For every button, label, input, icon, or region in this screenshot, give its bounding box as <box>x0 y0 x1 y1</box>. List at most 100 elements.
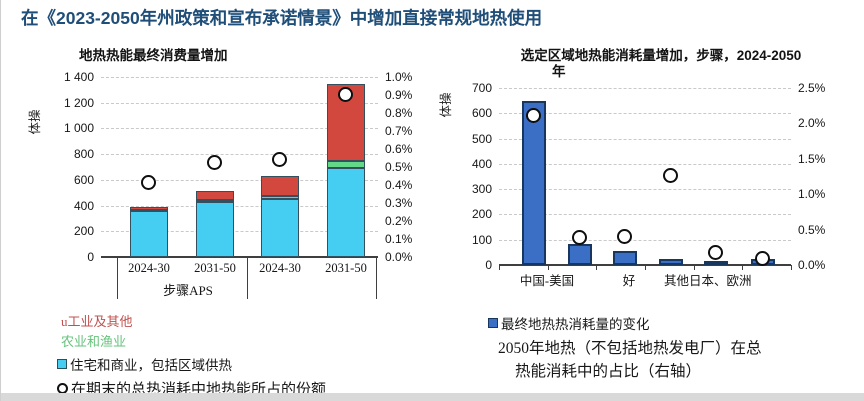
right-axis-tick-label: 0.8% <box>385 106 413 120</box>
legend-bullet-industry: u <box>61 314 68 329</box>
right-axis-tick-label: 1.5% <box>798 151 826 166</box>
left-axis-tick-label: 200 <box>471 207 492 222</box>
right-axis-tick-label: 1.0% <box>385 70 413 84</box>
left-axis-tick-label: 800 <box>73 147 94 162</box>
legend-label-final-consumption: 最终地热热消耗量的变化 <box>501 317 650 332</box>
legend-item-residential: 住宅和商业，包括区域供热 <box>57 354 326 374</box>
share-scatter-marker <box>663 167 678 183</box>
right-axis-tick-label: 0.3% <box>385 196 413 210</box>
gridline <box>499 113 791 115</box>
gridline <box>499 214 791 216</box>
category-label: 2031-50 <box>194 261 236 275</box>
bar-segment <box>261 195 299 200</box>
share-scatter-marker <box>572 230 587 246</box>
bar <box>613 251 637 265</box>
group-separator <box>376 257 377 299</box>
share-scatter-marker <box>207 155 222 171</box>
x-axis-tick <box>645 265 646 270</box>
left-axis-tick-label: 200 <box>73 224 94 239</box>
left-axis-tick-label: 600 <box>73 172 94 187</box>
left-axis-tick-label: 1 400 <box>63 70 94 84</box>
left-axis-tick-label: 100 <box>471 232 492 247</box>
bar <box>704 261 728 265</box>
bottom-gray-strip <box>1 393 864 401</box>
bar <box>522 100 546 265</box>
page-title: 在《2023-2050年州政策和宣布承诺情景》中增加直接常规地热使用 <box>21 8 543 28</box>
bar-segment <box>196 191 234 200</box>
right-axis-tick-label: 0.9% <box>385 88 413 102</box>
cyan-swatch-icon <box>57 359 67 369</box>
x-axis-tick <box>596 265 598 270</box>
bar-segment <box>130 206 168 211</box>
bar-segment <box>261 199 299 257</box>
share-scatter-marker <box>755 251 770 267</box>
left-axis-tick-label: 300 <box>471 182 492 197</box>
right-axis-tick-label: 2.0% <box>798 116 826 131</box>
right-chart-title-line2: 年 <box>552 64 566 79</box>
legend-item-industry: u工业及其他 <box>61 311 326 330</box>
right-chart-title-line1: 选定区域地热能消耗量增加，步骤，2024-2050 <box>520 48 802 63</box>
x-axis-tick <box>693 265 695 270</box>
right-axis-tick-label: 0.6% <box>385 142 413 156</box>
gridline <box>101 231 378 233</box>
legend-item-final-consumption: 最终地热热消耗量的变化 <box>488 313 650 333</box>
category-label: 好 <box>622 274 636 288</box>
gridline <box>101 205 378 207</box>
category-label: 中国-美国 <box>519 274 575 288</box>
left-axis-tick-label: 500 <box>471 131 492 146</box>
legend-label-residential: 住宅和商业，包括区域供热 <box>70 358 232 373</box>
right-chart-caption-line2: 热能消耗中的占比（右轴） <box>515 363 702 380</box>
share-scatter-marker <box>617 228 632 244</box>
right-axis-tick-label: 0.5% <box>385 160 413 174</box>
gridline <box>499 239 791 241</box>
right-axis-tick-label: 0.0% <box>385 250 413 264</box>
left-axis-tick-label: 0 <box>87 250 94 264</box>
right-axis-tick-label: 0.5% <box>798 222 826 237</box>
bar <box>659 258 683 265</box>
bar-segment <box>196 199 234 203</box>
bar-segment <box>327 161 365 169</box>
left-chart-title: 地热热能最终消费量增加 <box>79 48 228 63</box>
right-chart-plot: 0 100 200 300 400 500 600 700 0.0% 0.5% 1.0% 1.5% 2.… <box>472 81 825 288</box>
left-axis-tick-label: 400 <box>471 156 492 171</box>
left-chart-legend: u工业及其他 农业和渔业 住宅和商业，包括区域供热 在期末的总热消耗中地热能所占… <box>57 311 326 399</box>
bar-segment <box>327 168 365 257</box>
share-scatter-marker <box>708 244 723 260</box>
left-chart-plot: 0 200 400 600 800 1 000 1 200 1 400 0.0% 0.1% 0.2%… <box>64 70 412 299</box>
category-label: 2031-50 <box>325 261 367 275</box>
legend-label-industry: 工业及其他 <box>67 314 133 329</box>
left-axis-tick-label: 700 <box>471 81 492 95</box>
category-label: 2024-30 <box>128 261 170 275</box>
group-separator <box>247 257 248 299</box>
left-axis-tick-label: 600 <box>471 106 492 121</box>
legend-item-agriculture: 农业和渔业 <box>61 331 326 350</box>
x-axis-tick <box>547 265 549 270</box>
right-chart-caption-line1: 2050年地热（不包括地热发电厂）在总 <box>498 340 762 357</box>
gridline <box>101 128 378 130</box>
right-axis-tick-label: 0.0% <box>798 258 826 272</box>
gridline <box>101 77 378 78</box>
right-axis-tick-label: 0.1% <box>385 232 413 246</box>
group-separator <box>117 257 118 299</box>
category-label: 其他日本、欧洲 <box>664 274 752 288</box>
bar-segment <box>261 176 299 196</box>
category-label: 2024-30 <box>259 261 301 275</box>
share-scatter-marker <box>272 151 287 167</box>
share-scatter-marker <box>526 108 541 124</box>
left-axis-tick-label: 400 <box>73 198 94 213</box>
x-axis-tick <box>499 265 500 270</box>
gridline <box>101 102 378 104</box>
x-axis-tick <box>742 265 744 270</box>
left-axis-tick-label: 1 000 <box>63 121 94 136</box>
left-axis-tick-label: 0 <box>485 258 492 272</box>
right-chart-legend: 最终地热热消耗量的变化 <box>488 313 650 333</box>
bar-segment <box>196 202 234 257</box>
gridline <box>499 88 791 89</box>
bar <box>568 243 592 265</box>
left-axis-tick-label: 1 200 <box>63 95 94 110</box>
bar-segment <box>130 211 168 257</box>
right-axis-tick-label: 2.5% <box>798 81 826 95</box>
gridline <box>101 179 378 181</box>
gridline <box>499 163 791 165</box>
